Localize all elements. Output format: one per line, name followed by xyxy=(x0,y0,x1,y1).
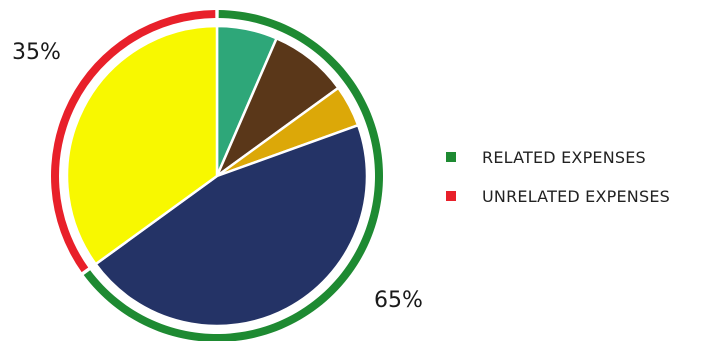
legend-label-related: RELATED EXPENSES xyxy=(482,147,646,167)
pie-slice-4 xyxy=(94,123,369,328)
legend-label-unrelated: UNRELATED EXPENSES xyxy=(482,186,670,206)
legend-item-related: RELATED EXPENSES xyxy=(446,146,670,168)
related-percent-label: 65% xyxy=(374,288,423,313)
legend-swatch-unrelated xyxy=(446,191,456,201)
ring-arc-unrelated xyxy=(51,10,216,273)
unrelated-percent-label: 35% xyxy=(12,40,61,65)
chart-legend: RELATED EXPENSES UNRELATED EXPENSES xyxy=(446,146,670,224)
pie-slice-5 xyxy=(65,24,219,266)
legend-swatch-related xyxy=(446,152,456,162)
legend-item-unrelated: UNRELATED EXPENSES xyxy=(446,185,670,207)
